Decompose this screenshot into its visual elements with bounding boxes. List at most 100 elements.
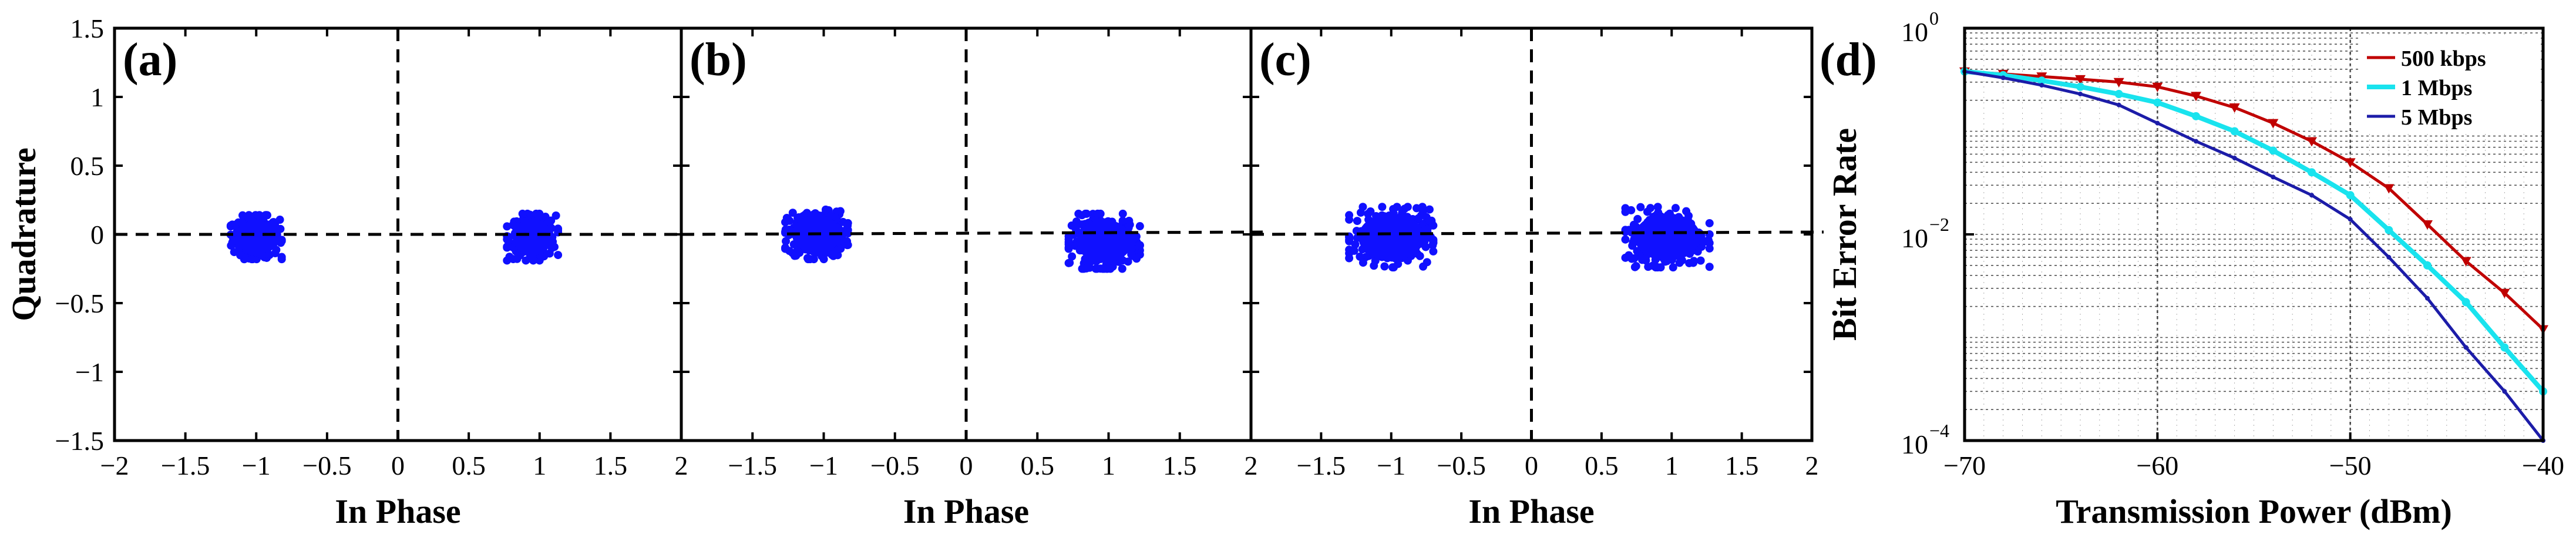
scatter-point (244, 213, 253, 222)
cluster-core (1358, 213, 1424, 261)
x-tick-label: −1 (242, 451, 271, 481)
scatter-point (1353, 217, 1361, 226)
x-tick-label: −2 (100, 451, 129, 481)
data-point (2192, 112, 2200, 120)
data-point (2423, 261, 2432, 270)
data-point (2348, 217, 2353, 222)
axes-layer (113, 26, 2545, 442)
scatter-point (1671, 204, 1680, 213)
scatter-point (1106, 264, 1115, 273)
scatter-point (843, 226, 852, 234)
scatter-point (554, 251, 563, 260)
data-point (2425, 295, 2430, 301)
scatter-point (819, 255, 828, 264)
scatter-point (1693, 247, 1702, 256)
scatter-point (1429, 247, 1438, 256)
data-point (2232, 156, 2237, 161)
scatter-point (1705, 219, 1714, 227)
data-point (2078, 92, 2083, 97)
data-point (2075, 75, 2086, 85)
scatter-point (1427, 234, 1435, 243)
scatter-point (1675, 258, 1684, 267)
constellation-cluster (503, 209, 563, 265)
scatter-point (1345, 237, 1354, 246)
y-tick-exponent: 0 (1929, 8, 1939, 29)
panel-label: (b) (690, 34, 747, 86)
scatter-point (1371, 256, 1380, 265)
data-point (2386, 254, 2392, 260)
x-axis-label: Transmission Power (dBm) (2056, 492, 2452, 530)
data-point (2383, 184, 2395, 194)
data-point (2039, 83, 2044, 88)
data-point (2385, 226, 2393, 234)
scatter-point (271, 249, 280, 258)
scatter-point (551, 211, 560, 220)
x-tick-label: 0.5 (452, 451, 486, 481)
scatter-point (1118, 264, 1126, 273)
scatter-point (1351, 240, 1360, 249)
scatter-point (1118, 209, 1127, 218)
series-line (1964, 70, 2544, 331)
scatter-point (1649, 261, 1657, 270)
cluster-core (1076, 220, 1132, 263)
x-tick-label: −1 (809, 451, 838, 481)
scatter-point (503, 256, 512, 265)
x-tick-label: −70 (1943, 451, 1986, 481)
scatter-point (782, 237, 791, 246)
scatter-point (843, 219, 852, 227)
scatter-point (1127, 250, 1136, 259)
scatter-point (1414, 214, 1422, 223)
y-tick-exponent: −2 (1929, 214, 1949, 235)
x-tick-label: 0 (1525, 451, 1538, 481)
scatter-point (1419, 262, 1428, 271)
x-tick-label: 1 (533, 451, 546, 481)
y-tick-label: 10 (1901, 429, 1928, 459)
data-point (2461, 298, 2470, 307)
scatter-point (1621, 235, 1630, 244)
data-point (2153, 98, 2162, 107)
constellation-cluster (226, 211, 286, 264)
scatter-point (1135, 222, 1144, 231)
scatter-point (1065, 258, 1074, 267)
scatter-point (247, 255, 256, 264)
y-tick-label: 1 (90, 82, 104, 112)
scatter-point (836, 244, 845, 253)
y-tick-exponent: −4 (1929, 420, 1949, 441)
x-tick-label: 0 (391, 451, 405, 481)
x-tick-label: −50 (2329, 451, 2372, 481)
scatter-point (1415, 251, 1424, 260)
scatter-point (238, 211, 247, 220)
data-point (2422, 220, 2433, 230)
scatter-point (1425, 205, 1434, 214)
scatter-point (1350, 246, 1358, 255)
data-point (2271, 174, 2276, 180)
panel-label: (d) (1820, 34, 1877, 86)
y-tick-label: −1 (75, 357, 104, 387)
data-point (2502, 389, 2507, 394)
scatter-point (1621, 204, 1630, 213)
scatter-point (231, 220, 240, 229)
y-axis-label: Quadrature (5, 147, 43, 321)
x-tick-label: −60 (2136, 451, 2178, 481)
y-tick-label: 10 (1901, 223, 1928, 253)
x-tick-label: 0.5 (1585, 451, 1619, 481)
scatter-point (1690, 257, 1699, 266)
x-tick-label: 1.5 (1163, 451, 1197, 481)
scatter-point (504, 237, 513, 246)
scatter-point (1705, 263, 1714, 271)
constellation-cluster (1064, 209, 1144, 273)
scatter-point (1389, 205, 1398, 214)
data-point (2306, 137, 2317, 147)
scatter-point (1425, 216, 1434, 225)
scatter-point (1093, 209, 1102, 218)
constellation-cluster (1345, 203, 1438, 272)
data-point (2463, 345, 2469, 350)
x-tick-label: −1.5 (1297, 451, 1346, 481)
data-point (2113, 78, 2124, 88)
y-tick-label: 0.5 (70, 151, 105, 181)
x-tick-label: −0.5 (1437, 451, 1485, 481)
y-tick-label: 10 (1901, 17, 1928, 47)
scatter-point (1423, 224, 1432, 233)
cluster-core (512, 219, 553, 256)
